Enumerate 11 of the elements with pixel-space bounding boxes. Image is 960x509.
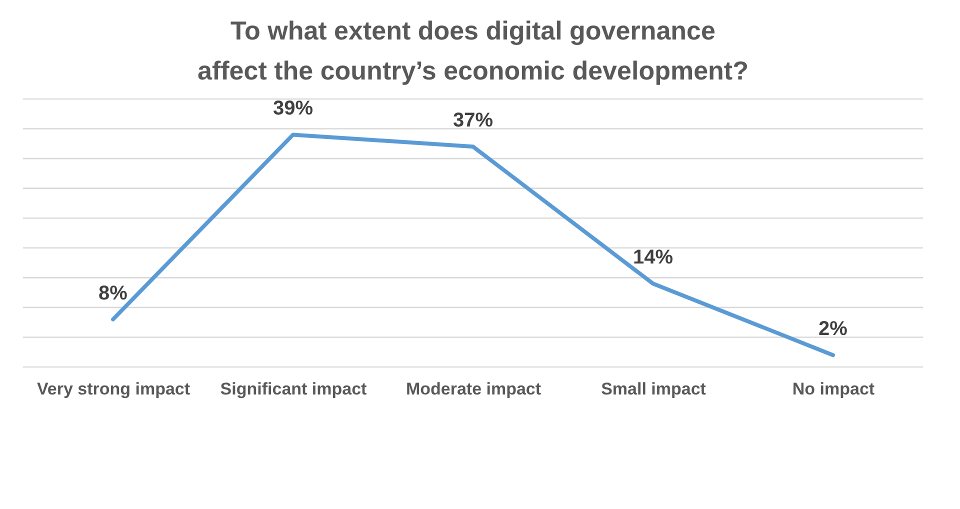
data-label: 14% <box>632 246 674 269</box>
x-tick-label: Significant impact <box>220 380 368 398</box>
x-tick-label: Moderate impact <box>406 380 542 398</box>
data-label: 39% <box>272 98 314 120</box>
x-tick-label: Very strong impact <box>36 380 190 398</box>
chart-title: To what extent does digital governance affect the country’s economic development? <box>198 15 748 86</box>
x-tick-label: No impact <box>792 380 875 398</box>
data-label: 2% <box>818 318 848 340</box>
x-tick-label: Small impact <box>601 380 706 398</box>
data-label: 37% <box>452 110 494 132</box>
data-label: 8% <box>98 282 128 304</box>
